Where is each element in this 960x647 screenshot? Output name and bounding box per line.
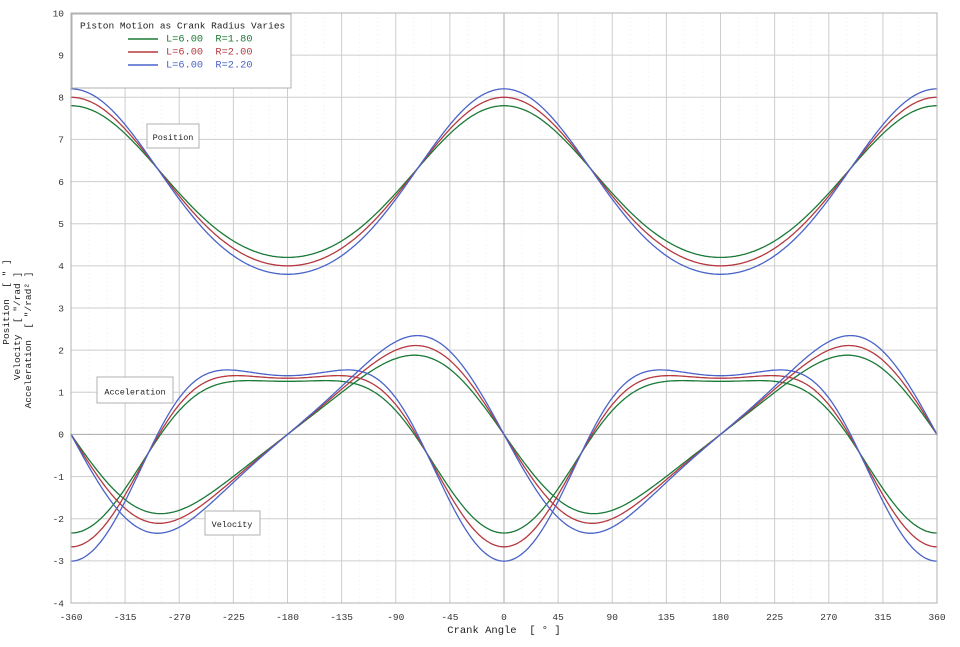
svg-text:-90: -90 xyxy=(387,612,404,623)
svg-text:3: 3 xyxy=(58,303,64,314)
svg-text:-2: -2 xyxy=(53,514,65,525)
svg-text:9: 9 xyxy=(58,50,64,61)
svg-text:10: 10 xyxy=(53,8,65,19)
svg-text:-45: -45 xyxy=(441,612,458,623)
svg-text:5: 5 xyxy=(58,219,64,230)
svg-text:360: 360 xyxy=(928,612,945,623)
svg-text:Crank Angle [ ° ]: Crank Angle [ ° ] xyxy=(447,625,560,637)
svg-text:Acceleration: Acceleration xyxy=(104,388,165,398)
svg-text:315: 315 xyxy=(874,612,891,623)
svg-text:Acceleration [ "/rad² ]: Acceleration [ "/rad² ] xyxy=(23,272,34,409)
svg-text:45: 45 xyxy=(552,612,564,623)
svg-text:180: 180 xyxy=(712,612,729,623)
svg-text:L=6.00 R=2.20: L=6.00 R=2.20 xyxy=(166,60,253,72)
svg-text:-135: -135 xyxy=(330,612,353,623)
svg-text:-270: -270 xyxy=(168,612,191,623)
svg-text:-1: -1 xyxy=(53,472,65,483)
svg-text:Position: Position xyxy=(153,133,194,143)
svg-text:7: 7 xyxy=(58,135,64,146)
svg-text:6: 6 xyxy=(58,177,64,188)
svg-text:-3: -3 xyxy=(53,556,65,567)
svg-text:135: 135 xyxy=(658,612,675,623)
svg-text:-180: -180 xyxy=(276,612,299,623)
svg-text:L=6.00 R=2.00: L=6.00 R=2.00 xyxy=(166,47,253,59)
svg-text:-225: -225 xyxy=(222,612,245,623)
svg-text:0: 0 xyxy=(58,430,64,441)
svg-text:225: 225 xyxy=(766,612,783,623)
svg-text:2: 2 xyxy=(58,345,64,356)
svg-text:Position [ " ]: Position [ " ] xyxy=(1,259,12,345)
svg-text:L=6.00 R=1.80: L=6.00 R=1.80 xyxy=(166,34,253,46)
svg-text:-315: -315 xyxy=(114,612,137,623)
svg-text:1: 1 xyxy=(58,388,64,399)
svg-text:Velocity: Velocity xyxy=(212,520,253,530)
svg-text:90: 90 xyxy=(607,612,619,623)
svg-text:270: 270 xyxy=(820,612,837,623)
svg-text:Velocity [ "/rad ]: Velocity [ "/rad ] xyxy=(12,272,23,380)
svg-text:4: 4 xyxy=(58,261,64,272)
svg-text:Piston Motion as Crank Radius: Piston Motion as Crank Radius Varies xyxy=(80,21,285,32)
svg-text:-4: -4 xyxy=(53,598,65,609)
svg-text:-360: -360 xyxy=(60,612,83,623)
svg-text:8: 8 xyxy=(58,93,64,104)
svg-text:0: 0 xyxy=(501,612,507,623)
